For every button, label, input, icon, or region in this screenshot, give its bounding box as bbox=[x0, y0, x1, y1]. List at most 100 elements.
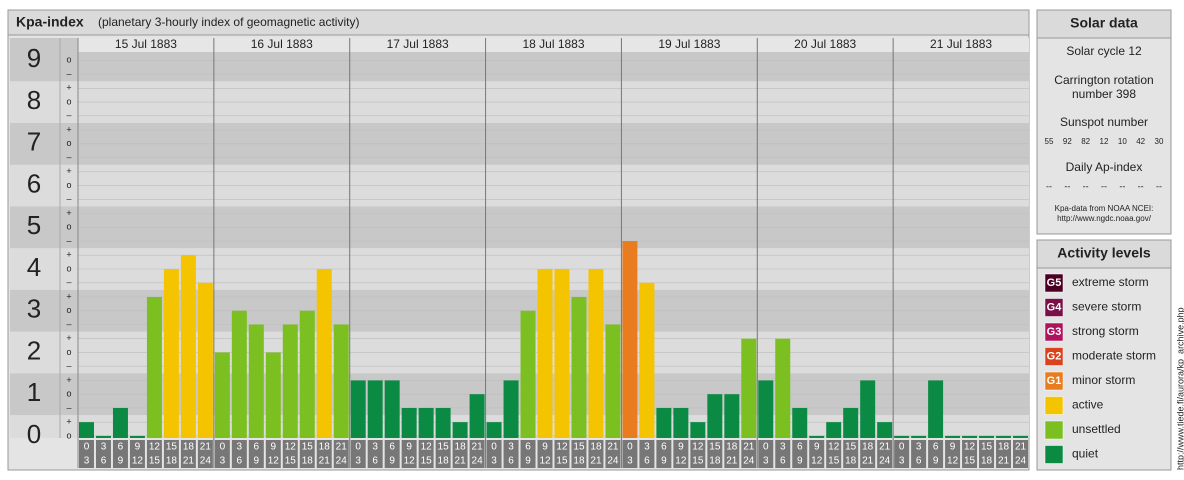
x-tick-label: 3 bbox=[220, 456, 226, 467]
bar bbox=[418, 407, 434, 438]
x-tick-label: 21 bbox=[1015, 442, 1027, 453]
x-tick-label: 21 bbox=[743, 442, 755, 453]
x-tick-box bbox=[401, 440, 417, 468]
level-code: G2 bbox=[1047, 350, 1062, 362]
x-tick-label: 18 bbox=[845, 456, 857, 467]
x-tick-label: 6 bbox=[780, 456, 786, 467]
x-tick-label: 9 bbox=[271, 442, 277, 453]
y-tick-label: 6 bbox=[27, 168, 41, 198]
minor-tick-label: o bbox=[66, 430, 71, 440]
x-tick-box bbox=[809, 440, 825, 468]
bar bbox=[928, 380, 944, 438]
x-tick-box bbox=[792, 440, 808, 468]
y-tick-label: 4 bbox=[27, 252, 41, 282]
level-swatch bbox=[1044, 396, 1064, 415]
x-tick-label: 18 bbox=[319, 442, 331, 453]
x-tick-label: 15 bbox=[556, 456, 568, 467]
x-tick-label: 3 bbox=[763, 456, 769, 467]
x-tick-label: 21 bbox=[590, 456, 602, 467]
x-tick-label: 18 bbox=[183, 442, 195, 453]
x-tick-label: 15 bbox=[302, 442, 314, 453]
minor-tick-label: + bbox=[66, 375, 71, 385]
level-code: G5 bbox=[1047, 277, 1062, 289]
x-tick-label: 9 bbox=[950, 442, 956, 453]
x-tick-label: 21 bbox=[862, 456, 874, 467]
bar bbox=[571, 296, 587, 438]
x-tick-box bbox=[282, 440, 298, 468]
x-tick-label: 12 bbox=[404, 456, 416, 467]
x-tick-box bbox=[656, 440, 672, 468]
x-tick-box bbox=[112, 440, 128, 468]
x-tick-box bbox=[1013, 440, 1028, 468]
x-tick-label: 21 bbox=[336, 442, 348, 453]
x-tick-label: 21 bbox=[183, 456, 195, 467]
x-tick-box bbox=[945, 440, 961, 468]
bar bbox=[639, 282, 655, 438]
x-tick-label: 24 bbox=[200, 456, 212, 467]
y-tick-label: 3 bbox=[27, 294, 41, 324]
x-tick-label: 9 bbox=[661, 456, 667, 467]
bar bbox=[588, 268, 604, 438]
x-tick-box bbox=[469, 440, 485, 468]
carrington: Carrington rotation bbox=[1054, 73, 1153, 87]
x-tick-label: 0 bbox=[491, 442, 497, 453]
bar bbox=[299, 310, 315, 438]
sunspot-number: 55 bbox=[1045, 137, 1054, 146]
bar bbox=[265, 352, 281, 438]
x-tick-label: 0 bbox=[899, 442, 905, 453]
bar bbox=[979, 435, 995, 438]
x-tick-box bbox=[741, 440, 757, 468]
day-label: 18 Jul 1883 bbox=[522, 37, 584, 51]
bar bbox=[163, 268, 179, 438]
bar bbox=[248, 324, 264, 438]
x-tick-box bbox=[163, 440, 179, 468]
sunspot-number: 12 bbox=[1100, 137, 1109, 146]
bar bbox=[333, 324, 349, 438]
bar bbox=[79, 422, 94, 438]
x-tick-label: 18 bbox=[590, 442, 602, 453]
x-tick-box bbox=[248, 440, 264, 468]
x-tick-label: 12 bbox=[149, 442, 161, 453]
x-tick-box bbox=[843, 440, 859, 468]
x-tick-label: 6 bbox=[508, 456, 514, 467]
minor-tick-label: + bbox=[66, 124, 71, 134]
x-tick-label: 9 bbox=[814, 442, 820, 453]
x-tick-box bbox=[146, 440, 162, 468]
sunspot-number: 82 bbox=[1081, 137, 1090, 146]
x-tick-label: 18 bbox=[455, 442, 467, 453]
x-tick-label: 6 bbox=[389, 442, 395, 453]
x-tick-label: 6 bbox=[525, 442, 531, 453]
bar bbox=[214, 352, 230, 438]
x-tick-label: 21 bbox=[472, 442, 484, 453]
x-tick-label: 15 bbox=[573, 442, 585, 453]
x-tick-label: 18 bbox=[726, 442, 738, 453]
x-tick-box bbox=[571, 440, 587, 468]
ap-value: -- bbox=[1138, 181, 1144, 191]
ap-title: Daily Ap-index bbox=[1066, 160, 1143, 174]
level-code: G4 bbox=[1047, 301, 1063, 313]
bar bbox=[877, 422, 893, 438]
minor-tick-label: o bbox=[66, 180, 71, 190]
minor-tick-label: o bbox=[66, 96, 71, 106]
minor-tick-label: o bbox=[66, 389, 71, 399]
x-tick-label: 3 bbox=[644, 442, 650, 453]
x-tick-box bbox=[197, 440, 213, 468]
x-tick-label: 9 bbox=[542, 442, 548, 453]
level-swatch bbox=[1044, 371, 1064, 391]
x-tick-label: 0 bbox=[627, 442, 633, 453]
x-tick-box bbox=[537, 440, 553, 468]
bar bbox=[962, 435, 978, 438]
x-tick-label: 15 bbox=[166, 442, 178, 453]
x-tick-box bbox=[554, 440, 570, 468]
x-tick-label: 15 bbox=[828, 456, 840, 467]
bar bbox=[112, 407, 128, 438]
day-label: 20 Jul 1883 bbox=[794, 37, 856, 51]
x-tick-box bbox=[452, 440, 468, 468]
x-tick-label: 24 bbox=[743, 456, 755, 467]
x-tick-label: 6 bbox=[933, 442, 939, 453]
bar bbox=[894, 435, 910, 438]
bar bbox=[809, 435, 825, 438]
x-tick-label: 9 bbox=[254, 456, 260, 467]
bar bbox=[945, 435, 961, 438]
